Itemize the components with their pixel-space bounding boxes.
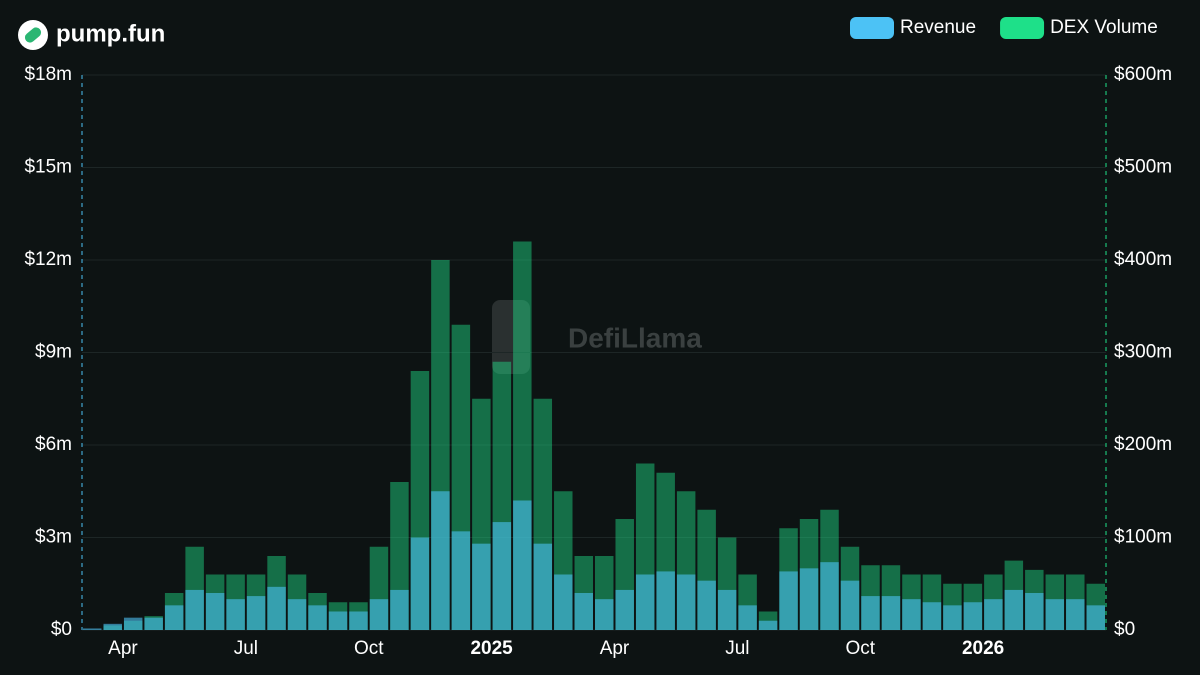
bar <box>287 599 307 630</box>
bar <box>164 605 184 630</box>
x-tick-label: Apr <box>108 638 138 659</box>
x-tick-label: Jul <box>725 638 749 659</box>
logo-pill <box>24 27 42 43</box>
y-tick-label: $18m <box>24 64 72 85</box>
watermark: DefiLlama <box>568 322 702 353</box>
y2-tick-label: $100m <box>1114 527 1172 548</box>
bar <box>861 596 880 630</box>
y-tick-label: $12m <box>24 249 72 270</box>
bar <box>185 589 204 630</box>
legend-label: Revenue <box>900 17 976 38</box>
bar <box>328 611 348 630</box>
y2-tick-label: $300m <box>1114 342 1172 363</box>
bar <box>656 571 675 630</box>
bar <box>308 605 327 630</box>
watermark-logo <box>492 300 530 374</box>
bar <box>533 543 553 630</box>
y2-tick-label: $500m <box>1114 157 1172 178</box>
bar <box>717 589 737 630</box>
bar <box>226 599 245 630</box>
y2-tick-label: $0 <box>1114 619 1135 640</box>
y2-tick-label: $200m <box>1114 434 1172 455</box>
bar <box>779 571 798 630</box>
bar <box>205 593 225 630</box>
bar <box>246 596 266 630</box>
bar <box>758 620 778 630</box>
y-tick-label: $3m <box>35 527 72 548</box>
bar <box>554 574 573 630</box>
chart-title: pump.fun <box>56 20 165 47</box>
bar <box>697 580 716 630</box>
bar <box>902 599 921 630</box>
bar <box>267 586 286 630</box>
bar <box>492 522 512 630</box>
bar <box>984 599 1003 630</box>
bar <box>963 602 983 630</box>
y-tick-label: $6m <box>35 434 72 455</box>
bar <box>1045 599 1065 630</box>
bar <box>451 531 471 630</box>
bar <box>123 617 143 630</box>
bar <box>1066 599 1085 630</box>
bar <box>635 574 655 630</box>
bar <box>738 605 757 630</box>
bar <box>881 596 901 630</box>
bar <box>349 611 368 630</box>
bar <box>472 543 491 630</box>
bar <box>943 605 962 630</box>
y2-tick-label: $600m <box>1114 64 1172 85</box>
bar <box>390 589 409 630</box>
x-tick-label: Apr <box>600 638 630 659</box>
x-tick-label: Jul <box>234 638 258 659</box>
bar <box>840 580 860 630</box>
y-tick-label: $0 <box>51 619 72 640</box>
x-tick-label: 2026 <box>962 638 1004 659</box>
bar <box>574 593 593 630</box>
bar <box>615 589 634 630</box>
legend-label: DEX Volume <box>1050 17 1158 38</box>
bar <box>513 500 532 630</box>
bar <box>799 568 819 630</box>
bar <box>1004 589 1024 630</box>
y2-tick-label: $400m <box>1114 249 1172 270</box>
bar <box>369 599 389 630</box>
bar <box>103 623 122 630</box>
bar <box>144 617 163 630</box>
bar <box>1086 605 1105 630</box>
bar <box>431 491 450 630</box>
y-tick-label: $9m <box>35 342 72 363</box>
bar <box>83 628 102 630</box>
bar <box>820 562 839 630</box>
bar <box>922 602 942 630</box>
bar <box>1025 593 1044 630</box>
legend-swatch <box>1000 17 1045 39</box>
legend-swatch <box>850 17 894 39</box>
bar <box>676 574 696 630</box>
bar <box>410 537 430 630</box>
bar <box>595 599 614 630</box>
x-tick-label: Oct <box>845 638 875 659</box>
y-tick-label: $15m <box>24 157 72 178</box>
x-tick-label: 2025 <box>470 638 513 659</box>
x-tick-label: Oct <box>354 638 384 659</box>
